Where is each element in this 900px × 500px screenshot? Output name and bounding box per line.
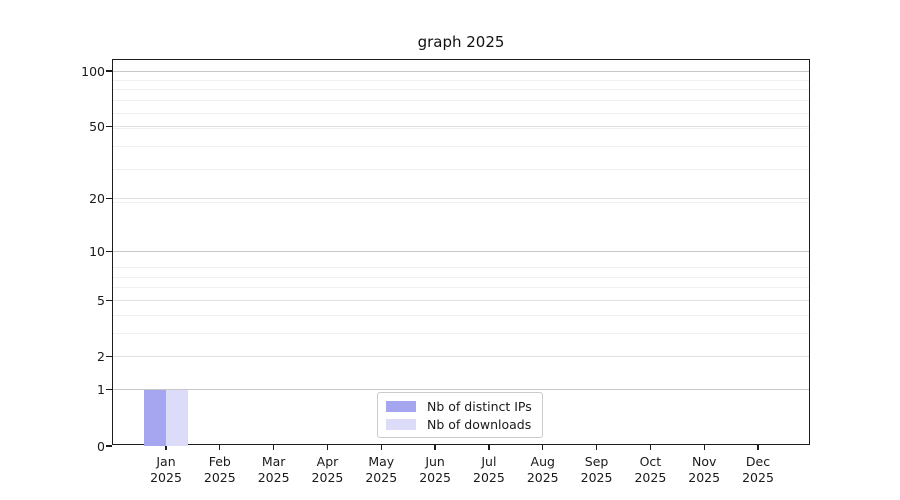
legend-label: Nb of distinct IPs — [427, 399, 532, 414]
x-tick-mark — [380, 444, 382, 451]
y-gridline-major — [113, 70, 809, 72]
x-tick-label: Dec 2025 — [742, 454, 774, 485]
y-gridline-minor — [113, 332, 809, 334]
legend: Nb of distinct IPs Nb of downloads — [377, 392, 543, 438]
x-tick-label: Apr 2025 — [311, 454, 344, 485]
x-tick-mark — [542, 444, 544, 451]
y-gridline-major — [113, 389, 809, 391]
bar-nb-of-downloads — [166, 389, 188, 446]
x-tick-mark — [219, 444, 221, 451]
x-tick-label: Feb 2025 — [203, 454, 236, 485]
y-tick-label: 50 — [89, 119, 105, 135]
y-tick-label: 0 — [97, 438, 105, 454]
y-gridline-major — [113, 250, 809, 252]
y-tick-mark — [106, 70, 112, 72]
plot-area: 0 1 2 5 10 20 50 100 Jan 2025 Feb 2025 Mar 2025 Apr… — [81, 59, 810, 485]
x-tick-mark — [757, 444, 759, 451]
y-gridline-minor — [113, 89, 809, 91]
y-gridline-minor — [113, 71, 809, 73]
y-gridline-minor — [113, 127, 809, 129]
x-tick-mark — [165, 444, 167, 451]
y-gridline-minor — [113, 100, 809, 102]
y-gridline-minor — [113, 145, 809, 147]
legend-swatch — [386, 401, 416, 412]
x-tick-mark — [595, 444, 598, 451]
legend-item: Nb of distinct IPs — [386, 399, 534, 414]
x-tick-label: Jan 2025 — [150, 454, 182, 485]
y-tick-mark — [106, 445, 112, 447]
x-tick-label: Oct 2025 — [634, 454, 667, 485]
y-tick-label: 10 — [89, 243, 105, 259]
x-tick-mark — [434, 444, 436, 451]
y-gridline-minor — [113, 314, 809, 316]
y-tick-label: 5 — [97, 292, 105, 308]
x-tick-label: Nov 2025 — [688, 454, 721, 485]
y-tick-label: 100 — [81, 63, 105, 79]
chart-title: graph 2025 — [417, 33, 505, 51]
x-tick-label: Mar 2025 — [257, 454, 290, 485]
x-tick-label: Jun 2025 — [419, 454, 451, 485]
legend-label: Nb of downloads — [427, 417, 532, 432]
y-tick-mark — [106, 197, 112, 200]
y-gridline-minor — [113, 169, 809, 171]
y-gridline-minor — [113, 287, 809, 289]
y-gridline-minor — [113, 79, 809, 81]
y-tick-mark — [106, 299, 112, 302]
y-tick-label: 2 — [97, 349, 105, 365]
y-tick-mark — [106, 125, 112, 128]
y-gridline-major — [113, 198, 809, 200]
y-tick-mark — [106, 250, 112, 252]
x-tick-label: Aug 2025 — [526, 454, 559, 485]
y-gridline-major — [113, 356, 809, 358]
x-tick-label: Sep 2025 — [580, 454, 613, 485]
y-gridline-minor — [113, 202, 809, 204]
y-gridline-minor — [113, 276, 809, 278]
x-tick-label: May 2025 — [365, 454, 398, 485]
y-tick-mark — [106, 389, 112, 391]
bar-nb-of-distinct-ips — [144, 389, 166, 446]
x-tick-mark — [488, 444, 490, 451]
x-tick-mark — [272, 444, 275, 451]
y-gridline-minor — [113, 112, 809, 114]
x-tick-mark — [326, 444, 329, 451]
y-gridline-minor — [113, 266, 809, 268]
legend-swatch — [386, 419, 416, 430]
y-gridline-major — [113, 299, 809, 301]
y-tick-mark — [106, 356, 112, 358]
y-tick-label: 1 — [97, 382, 105, 398]
y-tick-label: 20 — [89, 191, 105, 207]
x-tick-mark — [649, 444, 652, 451]
x-tick-mark — [703, 444, 705, 451]
legend-item: Nb of downloads — [386, 417, 534, 432]
y-gridline-major — [113, 126, 809, 128]
x-tick-label: Jul 2025 — [473, 454, 505, 485]
